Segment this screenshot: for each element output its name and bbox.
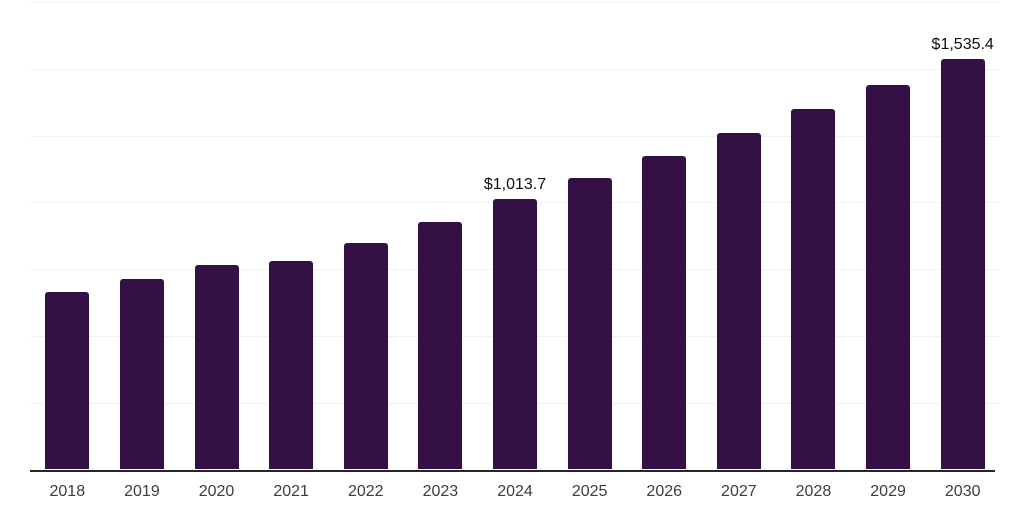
- x-tick-label-2027: 2027: [721, 483, 757, 500]
- x-tick-label-2020: 2020: [198, 483, 235, 500]
- x-tick-label-2019: 2019: [124, 483, 160, 500]
- bar-2021: [269, 261, 314, 470]
- bar-2019: [119, 278, 164, 470]
- x-tick-label-2021: 2021: [273, 483, 309, 500]
- bar-2028: [791, 109, 836, 470]
- gridline: [30, 2, 1000, 3]
- x-tick-label-2028: 2028: [795, 483, 832, 500]
- x-tick-label-2026: 2026: [646, 483, 683, 500]
- x-tick-label-2023: 2023: [422, 483, 459, 500]
- bar-2030: [940, 59, 985, 470]
- x-axis-line: [30, 469, 995, 472]
- gridline: [30, 68, 1000, 70]
- data-label-2024: $1,013.7: [483, 175, 547, 193]
- data-label-2030: $1,535.4: [931, 36, 994, 54]
- bar-2029: [866, 84, 911, 470]
- x-tick-label-2022: 2022: [347, 483, 384, 500]
- x-tick-label-2025: 2025: [571, 483, 608, 500]
- bar-2024: [493, 198, 537, 470]
- x-tick-label-2030: 2030: [944, 483, 981, 500]
- bar-2018: [45, 292, 90, 470]
- bar-2025: [567, 177, 612, 470]
- bar-2027: [716, 132, 761, 470]
- bar-2026: [642, 155, 687, 470]
- bar-2020: [194, 265, 239, 470]
- x-tick-label-2029: 2029: [870, 483, 906, 500]
- x-tick-label-2024: 2024: [497, 483, 533, 500]
- bar-2023: [418, 222, 463, 470]
- x-tick-label-2018: 2018: [49, 483, 86, 500]
- gridline: [30, 135, 1000, 137]
- bar-2022: [343, 243, 388, 470]
